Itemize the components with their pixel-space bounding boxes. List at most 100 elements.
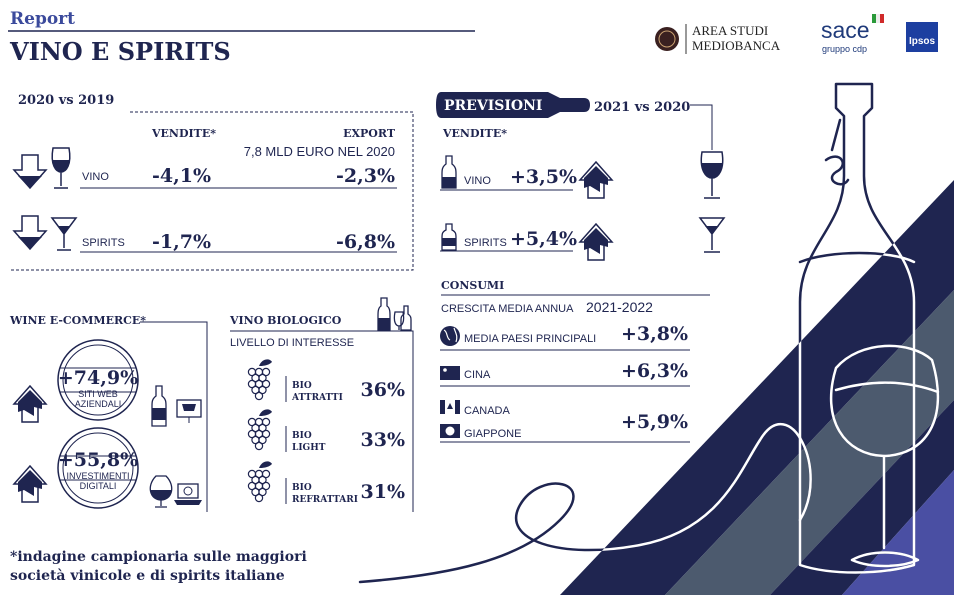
grape-icon xyxy=(247,461,272,503)
cart-icon xyxy=(176,399,202,423)
up-arrow-part xyxy=(12,384,48,423)
bottles-icon-part xyxy=(400,305,412,331)
column-header: VENDITE* xyxy=(151,127,216,140)
wine-glass-icon-part xyxy=(705,226,719,234)
item-label: SITI WEB xyxy=(78,389,118,399)
globe-icon xyxy=(440,326,460,346)
up-arrow xyxy=(578,222,614,261)
grape-leaf xyxy=(259,409,272,416)
value: 33% xyxy=(361,429,406,451)
flag-china xyxy=(440,366,460,380)
grape xyxy=(254,441,264,451)
laptop-icon-part xyxy=(183,486,193,496)
logos: AREA STUDI MEDIOBANCA sace gruppo cdp Ip… xyxy=(655,14,938,54)
grape xyxy=(258,385,267,395)
up-arrow-part xyxy=(584,228,608,254)
barrel-icon-part xyxy=(62,344,134,416)
frame xyxy=(230,330,414,512)
value: 36% xyxy=(361,379,406,401)
cocktail-glass-icon-part xyxy=(58,226,70,234)
logo-text: gruppo cdp xyxy=(822,44,867,54)
section-title: 2020 vs 2019 xyxy=(18,93,114,108)
wine-glass-icon-part xyxy=(698,217,726,253)
value: 31% xyxy=(361,481,406,503)
up-arrow xyxy=(12,464,48,503)
organic-section: VINO BIOLOGICO LIVELLO DI INTERESSE BIO A… xyxy=(229,297,414,512)
row-label: BIO xyxy=(292,431,312,441)
value: +74,9% xyxy=(58,367,138,389)
row-label: CINA xyxy=(464,369,491,381)
badge-text: PREVISIONI xyxy=(444,98,542,114)
period: 2021-2022 xyxy=(586,299,653,315)
consumption-section: CONSUMI CRESCITA MEDIA ANNUA 2021-2022 M… xyxy=(440,279,710,443)
value: +3,5% xyxy=(510,166,577,188)
down-arrow xyxy=(12,154,48,190)
value: -4,1% xyxy=(152,165,211,187)
logo-box xyxy=(906,22,938,52)
grape xyxy=(254,493,264,503)
item-label: AZIENDALI xyxy=(75,399,122,409)
globe-icon-part xyxy=(443,327,458,343)
bottles-icon xyxy=(377,297,412,331)
grape xyxy=(261,429,271,439)
row-label: ATTRATTI xyxy=(291,393,343,403)
logo-text: AREA STUDI xyxy=(692,23,768,38)
row-label: MEDIA PAESI PRINCIPALI xyxy=(464,333,596,345)
up-arrow-part xyxy=(578,160,614,199)
footnote: *indagine campionaria sulle maggiori soc… xyxy=(10,549,307,584)
bottle-icon-part xyxy=(442,177,456,188)
barrel-icon-part xyxy=(60,455,136,481)
up-arrow-part xyxy=(578,222,614,261)
bottle-icon-part xyxy=(442,238,456,246)
row-label: BIO xyxy=(292,381,312,391)
row-label: CANADA xyxy=(464,405,511,417)
logo-text: Ipsos xyxy=(909,36,936,47)
snifter-icon-part xyxy=(150,490,172,500)
down-arrow-part xyxy=(18,176,42,188)
barrel-icon-part xyxy=(57,339,139,421)
grape xyxy=(258,487,267,497)
column-header: EXPORT xyxy=(343,127,396,140)
wine-glass-icon xyxy=(698,151,726,253)
past-section: 2020 vs 2019 VENDITE* EXPORT 7,8 MLD EUR… xyxy=(10,93,414,271)
row-label: SPIRITS xyxy=(82,237,125,249)
flag-china-part xyxy=(443,368,447,372)
grape xyxy=(258,435,267,445)
wine-glass-icon-part xyxy=(701,163,723,178)
kicker: Report xyxy=(10,9,75,29)
row-label: GIAPPONE xyxy=(464,428,521,440)
value: -2,3% xyxy=(336,165,395,187)
grape xyxy=(261,367,271,377)
bottle-icon-part xyxy=(152,408,166,420)
laptop-icon xyxy=(174,483,202,505)
background-stripes-part xyxy=(665,290,954,595)
grape-leaf xyxy=(259,359,272,366)
up-arrow xyxy=(578,160,614,199)
connector xyxy=(690,104,713,150)
row-label: VINO xyxy=(464,175,491,187)
item-label: INVESTIMENTI xyxy=(66,471,129,481)
cocktail-glass-icon xyxy=(50,217,78,251)
subtitle: CRESCITA MEDIA ANNUA xyxy=(441,303,574,315)
value: +3,8% xyxy=(621,323,688,345)
value: +55,8% xyxy=(58,449,138,471)
subtitle: LIVELLO DI INTERESSE xyxy=(230,337,354,349)
export-note: 7,8 MLD EURO NEL 2020 xyxy=(244,144,395,159)
logo-mark xyxy=(658,30,676,48)
flag xyxy=(872,14,876,23)
row-label: VINO xyxy=(82,171,109,183)
barrel-icon-part xyxy=(62,432,134,504)
bottle-icon-part xyxy=(441,223,457,251)
up-arrow-part xyxy=(584,166,608,192)
barrel-icon xyxy=(57,427,139,509)
up-arrow xyxy=(12,384,48,423)
background-stripes-part xyxy=(770,400,954,595)
grape xyxy=(261,469,271,479)
flag-china-part xyxy=(440,366,460,380)
flag-japan-part xyxy=(445,426,455,436)
up-arrow-part xyxy=(12,464,48,503)
ecommerce-section: WINE E-COMMERCE* +74,9% SITI WEB AZIENDA… xyxy=(9,314,208,512)
value: +5,9% xyxy=(621,411,688,433)
row-label: LIGHT xyxy=(292,443,326,453)
flag xyxy=(876,14,880,23)
